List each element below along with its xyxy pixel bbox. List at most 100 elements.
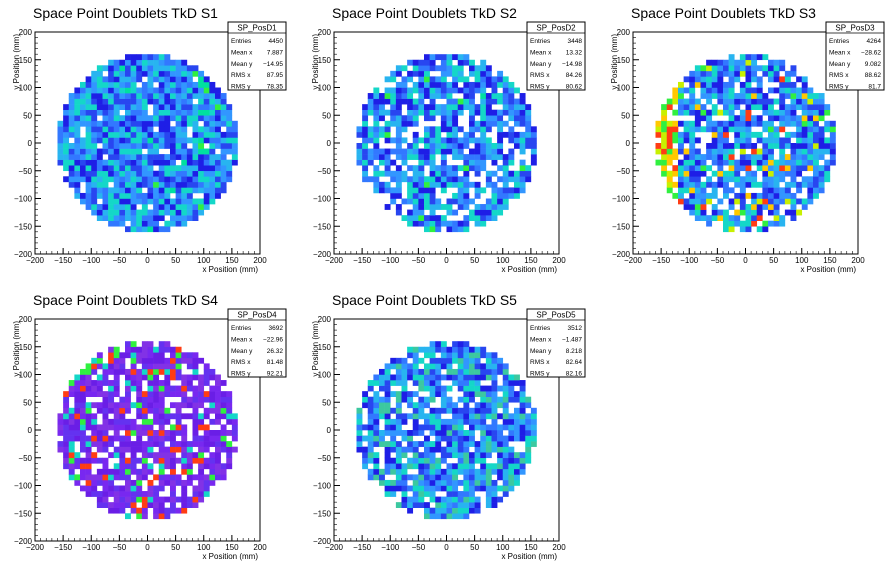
heatmap-bin: [395, 115, 402, 122]
heatmap-bin: [170, 137, 176, 144]
heatmap-bin: [796, 154, 803, 160]
heatmap-bin: [491, 209, 498, 216]
heatmap-bin: [356, 148, 363, 155]
heatmap-bin: [474, 407, 481, 414]
heatmap-bin: [480, 215, 487, 221]
heatmap-bin: [186, 374, 193, 381]
heatmap-bin: [469, 396, 475, 403]
heatmap-bin: [711, 170, 718, 177]
heatmap-bin: [773, 65, 780, 72]
heatmap-bin: [452, 54, 459, 61]
heatmap-bin: [170, 181, 176, 188]
heatmap-bin: [655, 126, 662, 133]
heatmap-bin: [435, 374, 442, 381]
heatmap-bin: [141, 70, 148, 77]
heatmap-bin: [130, 148, 137, 155]
heatmap-bin: [711, 70, 718, 77]
heatmap-bin: [102, 441, 109, 447]
stats-value: 3692: [269, 325, 284, 332]
heatmap-bin: [762, 137, 769, 144]
heatmap-bin: [407, 76, 414, 83]
heatmap-bin: [192, 187, 199, 194]
heatmap-bin: [418, 187, 425, 194]
heatmap-bin: [728, 115, 735, 122]
heatmap-bin: [672, 131, 679, 138]
heatmap-bin: [102, 143, 109, 149]
heatmap-bin: [384, 396, 391, 403]
heatmap-bin: [373, 143, 380, 149]
heatmap-bin: [728, 176, 735, 183]
heatmap-bin: [429, 192, 436, 199]
heatmap-bin: [175, 109, 182, 116]
heatmap-bin: [153, 198, 160, 205]
heatmap-bin: [102, 159, 109, 166]
heatmap-bin: [424, 424, 430, 431]
heatmap-bin: [57, 120, 64, 127]
heatmap-bin: [96, 380, 103, 386]
heatmap-bin: [452, 115, 459, 122]
heatmap-bin: [756, 65, 763, 72]
heatmap-bin: [108, 98, 115, 105]
heatmap-bin: [739, 93, 746, 99]
heatmap-bin: [91, 181, 98, 188]
heatmap-bin: [796, 198, 803, 205]
heatmap-bin: [181, 485, 188, 492]
heatmap-bin: [689, 137, 696, 144]
heatmap-bin: [209, 126, 216, 133]
heatmap-bin: [125, 479, 131, 486]
heatmap-bin: [209, 87, 216, 94]
heatmap-bin: [367, 148, 374, 155]
heatmap-bin: [170, 368, 176, 375]
heatmap-bin: [502, 413, 509, 420]
heatmap-bin: [678, 93, 684, 99]
heatmap-bin: [141, 474, 148, 481]
heatmap-bin: [751, 70, 758, 77]
heatmap-bin: [367, 104, 374, 110]
heatmap-bin: [773, 143, 780, 149]
heatmap-bin: [678, 181, 684, 188]
heatmap-bin: [203, 104, 210, 110]
heatmap-bin: [418, 457, 425, 464]
heatmap-bin: [68, 463, 75, 470]
heatmap-bin: [728, 65, 735, 72]
heatmap-bin: [801, 181, 808, 188]
heatmap-bin: [141, 496, 148, 503]
heatmap-bin: [435, 148, 442, 155]
heatmap-bin: [209, 154, 216, 160]
heatmap-bin: [119, 70, 126, 77]
heatmap-bin: [130, 165, 137, 172]
heatmap-bin: [158, 143, 165, 149]
heatmap-bin: [491, 363, 498, 370]
heatmap-bin: [457, 363, 464, 370]
heatmap-bin: [113, 109, 120, 116]
heatmap-bin: [429, 104, 436, 110]
heatmap-bin: [192, 215, 199, 221]
heatmap-bin: [164, 126, 171, 133]
heatmap-bin: [395, 452, 402, 459]
heatmap-bin: [136, 109, 143, 116]
heatmap-bin: [384, 148, 391, 155]
heatmap-bin: [784, 70, 791, 77]
heatmap-bin: [136, 357, 143, 364]
heatmap-bin: [367, 430, 374, 436]
heatmap-bin: [175, 352, 182, 359]
heatmap-bin: [435, 479, 442, 486]
heatmap-bin: [401, 418, 408, 425]
heatmap-bin: [497, 435, 504, 442]
heatmap-bin: [192, 65, 199, 72]
heatmap-bin: [773, 126, 780, 133]
heatmap-bin: [435, 407, 442, 414]
heatmap-bin: [96, 430, 103, 436]
heatmap-bin: [384, 430, 391, 436]
heatmap-bin: [63, 120, 70, 127]
heatmap-bin: [373, 154, 380, 160]
heatmap-bin: [762, 204, 769, 210]
heatmap-bin: [153, 380, 160, 386]
heatmap-bin: [85, 198, 92, 205]
heatmap-bin: [801, 104, 808, 110]
heatmap-bin: [745, 87, 752, 94]
chart-panel-5: −200 −150 −100 −50 0 50 100 150 200−200−150−100−…: [311, 292, 586, 561]
heatmap-bin: [824, 143, 831, 149]
heatmap-bin: [469, 502, 475, 508]
heatmap-bin: [463, 346, 470, 353]
